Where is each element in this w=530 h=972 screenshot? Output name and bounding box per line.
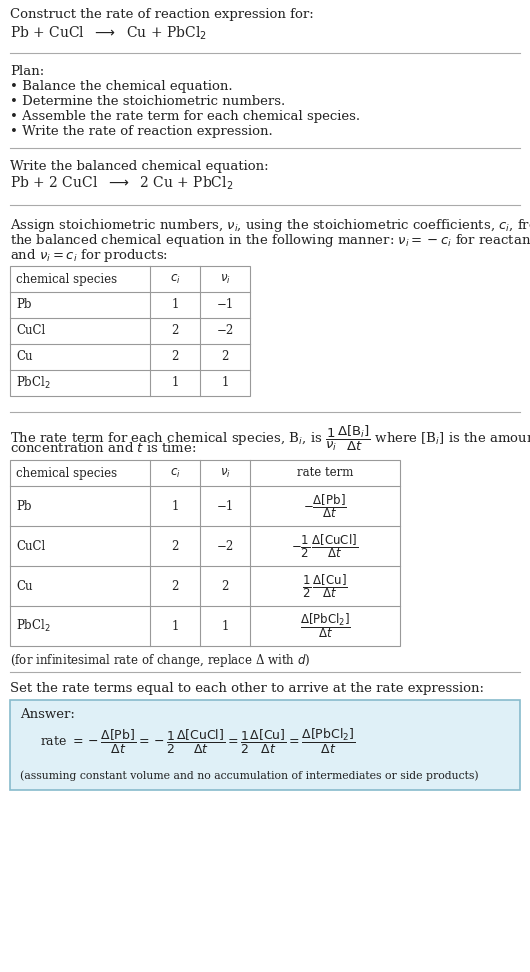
Text: $-\dfrac{\Delta[\mathrm{Pb}]}{\Delta t}$: $-\dfrac{\Delta[\mathrm{Pb}]}{\Delta t}$ bbox=[303, 492, 347, 520]
Text: • Assemble the rate term for each chemical species.: • Assemble the rate term for each chemic… bbox=[10, 110, 360, 123]
Bar bbox=[10, 460, 400, 646]
Text: Set the rate terms equal to each other to arrive at the rate expression:: Set the rate terms equal to each other t… bbox=[10, 682, 484, 695]
Text: $\dfrac{1}{2}\,\dfrac{\Delta[\mathrm{Cu}]}{\Delta t}$: $\dfrac{1}{2}\,\dfrac{\Delta[\mathrm{Cu}… bbox=[302, 573, 348, 600]
Text: (for infinitesimal rate of change, replace Δ with $d$): (for infinitesimal rate of change, repla… bbox=[10, 652, 311, 669]
Text: 2: 2 bbox=[222, 351, 228, 364]
Text: Plan:: Plan: bbox=[10, 65, 44, 78]
Text: Pb: Pb bbox=[16, 500, 31, 512]
Text: and $\nu_i = c_i$ for products:: and $\nu_i = c_i$ for products: bbox=[10, 247, 168, 264]
Text: Pb + CuCl  $\longrightarrow$  Cu + PbCl$_2$: Pb + CuCl $\longrightarrow$ Cu + PbCl$_2… bbox=[10, 25, 207, 43]
Text: 1: 1 bbox=[171, 376, 179, 390]
Text: 2: 2 bbox=[222, 579, 228, 593]
Text: Assign stoichiometric numbers, $\nu_i$, using the stoichiometric coefficients, $: Assign stoichiometric numbers, $\nu_i$, … bbox=[10, 217, 530, 234]
Text: −2: −2 bbox=[216, 325, 234, 337]
Text: Cu: Cu bbox=[16, 351, 32, 364]
Text: Construct the rate of reaction expression for:: Construct the rate of reaction expressio… bbox=[10, 8, 314, 21]
Text: (assuming constant volume and no accumulation of intermediates or side products): (assuming constant volume and no accumul… bbox=[20, 770, 479, 781]
Text: 2: 2 bbox=[171, 351, 179, 364]
Text: 2: 2 bbox=[171, 539, 179, 552]
Text: $c_i$: $c_i$ bbox=[170, 467, 180, 479]
Text: rate term: rate term bbox=[297, 467, 353, 479]
Text: 2: 2 bbox=[171, 579, 179, 593]
Text: 1: 1 bbox=[222, 376, 228, 390]
Text: −2: −2 bbox=[216, 539, 234, 552]
Text: 1: 1 bbox=[171, 500, 179, 512]
Text: 1: 1 bbox=[171, 298, 179, 311]
Text: $c_i$: $c_i$ bbox=[170, 272, 180, 286]
Text: CuCl: CuCl bbox=[16, 325, 45, 337]
Text: Cu: Cu bbox=[16, 579, 32, 593]
Text: PbCl$_2$: PbCl$_2$ bbox=[16, 618, 51, 634]
Text: −1: −1 bbox=[216, 500, 234, 512]
Text: concentration and $t$ is time:: concentration and $t$ is time: bbox=[10, 441, 197, 455]
Text: $\nu_i$: $\nu_i$ bbox=[219, 272, 231, 286]
Text: the balanced chemical equation in the following manner: $\nu_i = -c_i$ for react: the balanced chemical equation in the fo… bbox=[10, 232, 530, 249]
Text: chemical species: chemical species bbox=[16, 467, 117, 479]
Text: CuCl: CuCl bbox=[16, 539, 45, 552]
Text: −1: −1 bbox=[216, 298, 234, 311]
Bar bbox=[10, 266, 250, 396]
Text: $\dfrac{\Delta[\mathrm{PbCl_2}]}{\Delta t}$: $\dfrac{\Delta[\mathrm{PbCl_2}]}{\Delta … bbox=[299, 611, 350, 641]
Text: Write the balanced chemical equation:: Write the balanced chemical equation: bbox=[10, 160, 269, 173]
Text: PbCl$_2$: PbCl$_2$ bbox=[16, 375, 51, 391]
Text: 1: 1 bbox=[222, 619, 228, 633]
Text: • Balance the chemical equation.: • Balance the chemical equation. bbox=[10, 80, 233, 93]
Text: rate $= -\dfrac{\Delta[\mathrm{Pb}]}{\Delta t} = -\dfrac{1}{2}\dfrac{\Delta[\mat: rate $= -\dfrac{\Delta[\mathrm{Pb}]}{\De… bbox=[40, 727, 356, 756]
Text: • Determine the stoichiometric numbers.: • Determine the stoichiometric numbers. bbox=[10, 95, 285, 108]
Text: chemical species: chemical species bbox=[16, 272, 117, 286]
Text: $-\dfrac{1}{2}\,\dfrac{\Delta[\mathrm{CuCl}]}{\Delta t}$: $-\dfrac{1}{2}\,\dfrac{\Delta[\mathrm{Cu… bbox=[292, 532, 358, 560]
Text: Answer:: Answer: bbox=[20, 708, 75, 721]
Text: Pb: Pb bbox=[16, 298, 31, 311]
Text: • Write the rate of reaction expression.: • Write the rate of reaction expression. bbox=[10, 125, 273, 138]
Text: The rate term for each chemical species, B$_i$, is $\dfrac{1}{\nu_i}\dfrac{\Delt: The rate term for each chemical species,… bbox=[10, 424, 530, 453]
Text: Pb + 2 CuCl  $\longrightarrow$  2 Cu + PbCl$_2$: Pb + 2 CuCl $\longrightarrow$ 2 Cu + PbC… bbox=[10, 175, 233, 192]
Text: $\nu_i$: $\nu_i$ bbox=[219, 467, 231, 479]
Text: 2: 2 bbox=[171, 325, 179, 337]
FancyBboxPatch shape bbox=[10, 700, 520, 790]
Text: 1: 1 bbox=[171, 619, 179, 633]
